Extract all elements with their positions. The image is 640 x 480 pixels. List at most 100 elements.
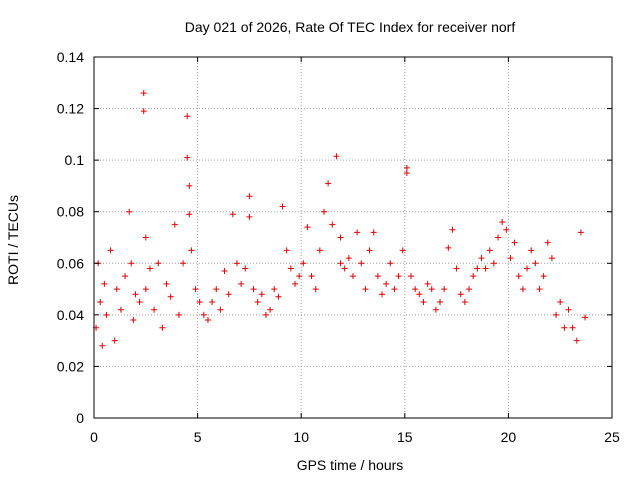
- y-tick-label: 0.06: [57, 255, 84, 271]
- data-point: [403, 170, 410, 177]
- data-point: [99, 342, 106, 349]
- data-point: [499, 219, 506, 226]
- data-point: [267, 306, 274, 313]
- y-axis-label: ROTI / TECUs: [5, 195, 21, 285]
- y-tick-label: 0: [76, 410, 84, 426]
- data-point: [449, 226, 456, 233]
- data-point: [486, 247, 493, 254]
- data-point: [184, 154, 191, 161]
- data-point: [225, 291, 232, 298]
- data-point: [432, 306, 439, 313]
- data-point: [103, 311, 110, 318]
- data-point: [217, 306, 224, 313]
- data-point: [279, 203, 286, 210]
- y-tick-label: 0.04: [57, 307, 84, 323]
- data-point: [354, 229, 361, 236]
- data-point: [474, 265, 481, 272]
- data-point: [146, 265, 153, 272]
- data-point: [200, 311, 207, 318]
- data-point: [582, 314, 589, 321]
- data-point: [408, 273, 415, 280]
- data-point: [445, 244, 452, 251]
- data-point: [136, 298, 143, 305]
- data-point: [478, 255, 485, 262]
- x-axis-ticks: 0 5 10 15 20 25: [90, 57, 620, 445]
- data-point: [507, 255, 514, 262]
- x-axis-label: GPS time / hours: [297, 457, 404, 473]
- data-point: [126, 208, 133, 215]
- data-point: [557, 298, 564, 305]
- data-point: [573, 337, 580, 344]
- data-point: [412, 286, 419, 293]
- data-point: [399, 247, 406, 254]
- data-point: [441, 286, 448, 293]
- y-tick-label: 0.14: [57, 49, 84, 65]
- data-point: [233, 260, 240, 267]
- data-point: [204, 317, 211, 324]
- data-point: [130, 317, 137, 324]
- data-point: [548, 255, 555, 262]
- data-point: [329, 221, 336, 228]
- grid-lines: [94, 57, 612, 418]
- data-point: [242, 265, 249, 272]
- x-tick-label: 25: [604, 429, 620, 445]
- data-point: [524, 265, 531, 272]
- data-point: [345, 255, 352, 262]
- x-tick-label: 15: [397, 429, 413, 445]
- data-point: [238, 280, 245, 287]
- data-point: [466, 286, 473, 293]
- data-point: [159, 324, 166, 331]
- data-point: [519, 286, 526, 293]
- data-point: [296, 273, 303, 280]
- data-point: [387, 260, 394, 267]
- y-tick-label: 0.08: [57, 204, 84, 220]
- data-point: [565, 306, 572, 313]
- data-point: [188, 247, 195, 254]
- data-point: [461, 298, 468, 305]
- x-tick-label: 10: [293, 429, 309, 445]
- data-point: [337, 234, 344, 241]
- data-point: [391, 286, 398, 293]
- data-point: [544, 239, 551, 246]
- data-point: [495, 234, 502, 241]
- data-point: [142, 286, 149, 293]
- data-point: [515, 273, 522, 280]
- data-point: [186, 182, 193, 189]
- data-point: [470, 273, 477, 280]
- data-point: [325, 180, 332, 187]
- data-point: [262, 311, 269, 318]
- data-point: [457, 291, 464, 298]
- data-point: [111, 337, 118, 344]
- y-tick-label: 0.1: [65, 152, 85, 168]
- data-point: [163, 280, 170, 287]
- data-point: [246, 193, 253, 200]
- data-point: [553, 311, 560, 318]
- data-point: [140, 108, 147, 115]
- data-point: [424, 280, 431, 287]
- data-point: [291, 280, 298, 287]
- data-point: [254, 298, 261, 305]
- data-point: [333, 153, 340, 160]
- data-point: [577, 229, 584, 236]
- x-tick-label: 20: [501, 429, 517, 445]
- data-point: [511, 239, 518, 246]
- data-point: [300, 260, 307, 267]
- data-point: [312, 286, 319, 293]
- data-point: [366, 247, 373, 254]
- data-point: [221, 268, 228, 275]
- data-point: [97, 298, 104, 305]
- data-point: [358, 260, 365, 267]
- data-point: [271, 286, 278, 293]
- data-point: [196, 298, 203, 305]
- data-point: [540, 273, 547, 280]
- data-point: [107, 247, 114, 254]
- data-point: [155, 260, 162, 267]
- data-point: [258, 291, 265, 298]
- data-point: [379, 291, 386, 298]
- data-point: [437, 298, 444, 305]
- data-point: [308, 273, 315, 280]
- data-point: [374, 273, 381, 280]
- data-point: [122, 273, 129, 280]
- data-point: [117, 306, 124, 313]
- data-point: [140, 90, 147, 97]
